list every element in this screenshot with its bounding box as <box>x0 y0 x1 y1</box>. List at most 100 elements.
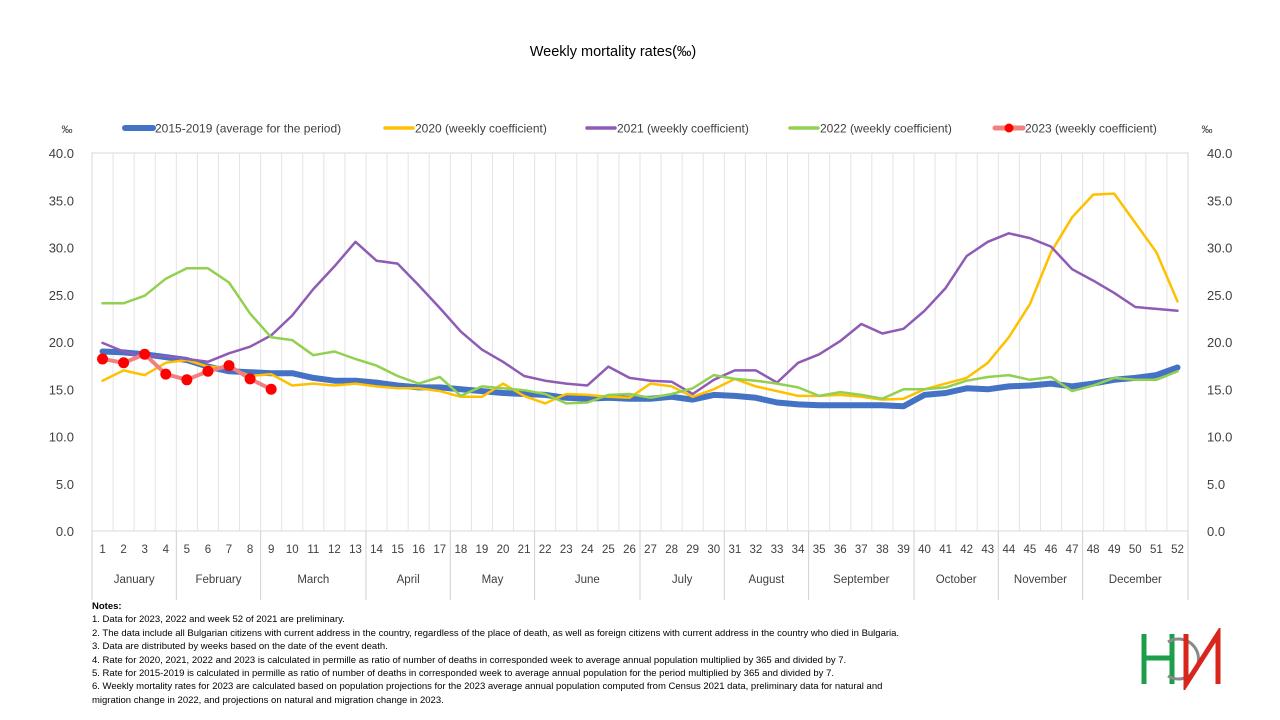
x-tick-label-week: 24 <box>581 544 594 556</box>
x-tick-label-week: 13 <box>349 544 362 556</box>
x-tick-label-week: 34 <box>792 544 805 556</box>
series-line-1 <box>101 192 1179 405</box>
x-tick-label-week: 29 <box>686 544 699 556</box>
x-tick-label-week: 3 <box>141 544 147 556</box>
x-tick-label-week: 30 <box>707 544 720 556</box>
legend-label-4: 2023 (weekly coefficient) <box>1025 122 1157 136</box>
x-month-label: January <box>114 574 155 586</box>
note-6: 6. Weekly mortality rates for 2023 are c… <box>92 681 883 693</box>
x-tick-label-week: 25 <box>602 544 615 556</box>
x-tick-label-week: 45 <box>1024 544 1037 556</box>
x-tick-label-week: 14 <box>370 544 383 556</box>
x-tick-label-week: 16 <box>412 544 425 556</box>
x-month-label: June <box>575 574 600 586</box>
notes-heading: Notes: <box>92 601 122 612</box>
x-tick-label-week: 28 <box>665 544 678 556</box>
y-tick-label-left: 40.0 <box>49 146 74 161</box>
y-tick-label-right: 15.0 <box>1207 382 1232 397</box>
legend-label-3: 2022 (weekly coefficient) <box>820 122 952 136</box>
x-month-label: July <box>672 574 693 586</box>
series-marker-2023 <box>160 368 172 380</box>
y-tick-label-left: 20.0 <box>49 335 74 350</box>
x-tick-label-week: 7 <box>226 544 232 556</box>
note-4: 4. Rate for 2020, 2021, 2022 and 2023 is… <box>92 654 847 666</box>
note-3: 3. Data are distributed by weeks based o… <box>92 641 388 653</box>
y-tick-label-right: 35.0 <box>1207 193 1232 208</box>
y-tick-label-right: 40.0 <box>1207 146 1232 161</box>
nsi-logo <box>1141 628 1221 690</box>
series-marker-2023 <box>202 365 214 377</box>
x-tick-label-week: 19 <box>476 544 489 556</box>
y-tick-label-right: 20.0 <box>1207 335 1232 350</box>
y-tick-label-left: 0.0 <box>56 524 74 539</box>
x-tick-label-week: 4 <box>163 544 170 556</box>
x-tick-label-week: 35 <box>813 544 826 556</box>
y-axis-left: 0.0 5.0 10.0 15.0 20.0 25.0 30.0 35.0 40.0 <box>49 146 74 539</box>
notes: Notes: 1. Data for 2023, 2022 and week 5… <box>92 600 1092 707</box>
series-line-2 <box>101 232 1179 396</box>
y-tick-label-left: 25.0 <box>49 288 74 303</box>
x-tick-label-week: 48 <box>1087 544 1100 556</box>
x-month-label: March <box>297 574 329 586</box>
x-tick-label-week: 31 <box>728 544 741 556</box>
x-tick-label-week: 12 <box>328 544 341 556</box>
x-month-label: October <box>936 574 977 586</box>
legend-label-1: 2020 (weekly coefficient) <box>415 122 547 136</box>
logo-red-mark <box>1183 628 1221 690</box>
y-tick-label-left: 5.0 <box>56 477 74 492</box>
x-tick-label-week: 41 <box>939 544 952 556</box>
x-axis: 1 2 3 4 5 6 7 8 9 10 11 12 13 14 15 16 17 18 19 20 21 22 23 24 2… <box>91 531 1189 600</box>
series-marker-2023 <box>223 360 235 372</box>
x-tick-label-week: 38 <box>876 544 889 556</box>
y-tick-label-right: 0.0 <box>1207 524 1225 539</box>
note-5: 5. Rate for 2015-2019 is calculated in p… <box>92 668 834 680</box>
x-tick-label-week: 18 <box>454 544 467 556</box>
x-tick-label-week: 26 <box>623 544 636 556</box>
x-month-label: November <box>1014 574 1067 586</box>
y-tick-label-right: 25.0 <box>1207 288 1232 303</box>
x-month-label: May <box>482 574 504 586</box>
y-tick-label-right: 30.0 <box>1207 241 1232 256</box>
y-tick-label-right: 5.0 <box>1207 477 1225 492</box>
x-tick-label-week: 46 <box>1045 544 1058 556</box>
series-group <box>97 192 1181 410</box>
x-tick-label-week: 22 <box>539 544 552 556</box>
y-tick-label-right: 10.0 <box>1207 430 1232 445</box>
x-tick-label-week: 52 <box>1171 544 1184 556</box>
x-tick-label-week: 10 <box>286 544 299 556</box>
y-tick-label-left: 15.0 <box>49 382 74 397</box>
x-tick-label-week: 40 <box>918 544 931 556</box>
mortality-chart: Weekly mortality rates(‰) ‰ ‰ 2015-2019 … <box>49 44 1232 600</box>
x-tick-label-week: 11 <box>307 544 319 556</box>
x-tick-label-week: 44 <box>1002 544 1015 556</box>
x-tick-label-week: 47 <box>1066 544 1079 556</box>
x-tick-label-week: 36 <box>834 544 847 556</box>
x-month-label: September <box>833 574 889 586</box>
series-marker-2023 <box>244 373 256 385</box>
x-tick-label-week: 42 <box>960 544 973 556</box>
legend: 2015-2019 (average for the period) 2020 (… <box>122 122 1157 136</box>
x-tick-label-week: 2 <box>120 544 126 556</box>
x-tick-label-week: 1 <box>99 544 105 556</box>
x-tick-label-week: 21 <box>518 544 531 556</box>
x-tick-label-week: 15 <box>391 544 404 556</box>
x-tick-label-week: 23 <box>560 544 573 556</box>
x-tick-label-week: 50 <box>1129 544 1142 556</box>
series-marker-2023 <box>118 357 130 369</box>
x-tick-label-week: 5 <box>184 544 190 556</box>
series-marker-2023 <box>97 353 109 365</box>
x-tick-label-week: 17 <box>433 544 446 556</box>
legend-label-0: 2015-2019 (average for the period) <box>155 122 341 136</box>
note-1: 1. Data for 2023, 2022 and week 52 of 20… <box>92 614 345 626</box>
x-tick-label-week: 39 <box>897 544 910 556</box>
legend-label-2: 2021 (weekly coefficient) <box>617 122 749 136</box>
note-6-continued: migration change in 2022, and projection… <box>92 694 444 706</box>
x-tick-label-week: 33 <box>771 544 784 556</box>
logo-green-mark <box>1141 634 1175 684</box>
y-axis-unit-left: ‰ <box>62 124 73 136</box>
y-axis-unit-right: ‰ <box>1202 124 1213 136</box>
x-tick-label-week: 32 <box>750 544 763 556</box>
series-line-3 <box>101 267 1179 405</box>
note-2: 2. The data include all Bulgarian citize… <box>92 627 900 639</box>
legend-marker-4 <box>1004 123 1014 133</box>
